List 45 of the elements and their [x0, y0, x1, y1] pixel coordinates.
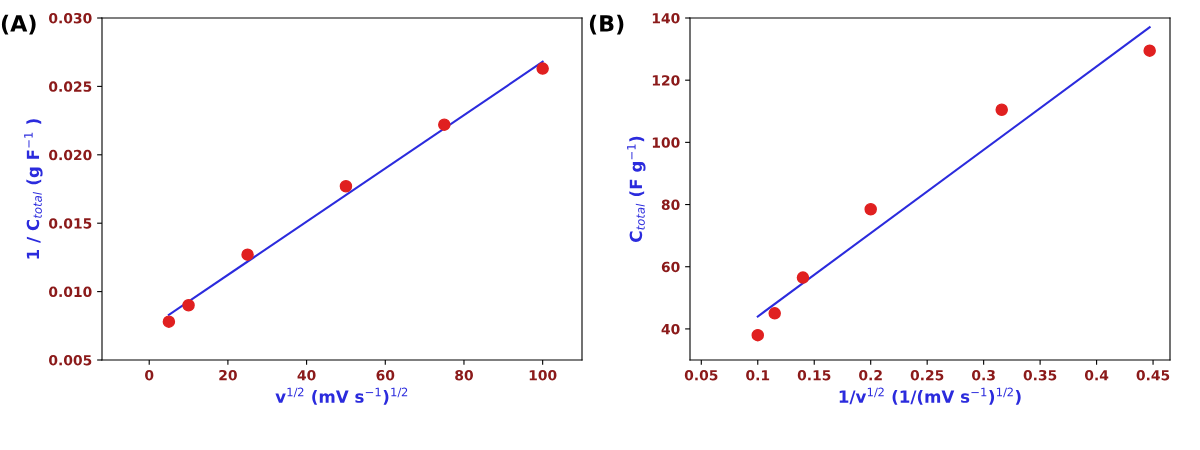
point — [768, 307, 781, 320]
x-tick-label: 0 — [145, 369, 154, 381]
point — [339, 180, 353, 193]
x-axis-title: 1/v$^{1/2}$ (1/(mV s$^{−1}$)$^{1/2}$) — [839, 387, 1021, 405]
point — [162, 315, 176, 328]
x-tick-label: 20 — [219, 369, 237, 381]
x-tick-label: 0.35 — [1023, 369, 1057, 381]
point — [241, 248, 254, 261]
x-tick-label: 0.05 — [684, 369, 718, 381]
y-tick-label: 40 — [661, 323, 680, 335]
x-tick-label: 0.3 — [972, 369, 995, 381]
x-tick-label: 80 — [455, 369, 473, 381]
y-tick-label: 120 — [652, 75, 680, 86]
y-tick-label: 60 — [661, 261, 680, 273]
chart-title: (B) — [589, 14, 624, 35]
y-tick-label: 140 — [652, 12, 680, 24]
point — [864, 202, 877, 216]
chart-title: (A) — [1, 14, 36, 35]
point — [182, 299, 195, 312]
x-axis-title: v$^{1/2}$ (mV s$^{−1}$)$^{1/2}$ — [275, 387, 408, 405]
x-tick-label: 0.45 — [1136, 369, 1170, 381]
point — [1143, 44, 1156, 57]
x-tick-label: 0.15 — [797, 369, 831, 381]
point — [796, 271, 810, 284]
x-tick-label: 40 — [297, 369, 316, 381]
x-tick-label: 0.1 — [746, 369, 770, 381]
y-tick-label: 0.030 — [49, 12, 92, 24]
y-tick-label: 0.005 — [49, 354, 92, 366]
x-tick-label: 0.2 — [859, 369, 882, 381]
point — [751, 328, 765, 342]
x-tick-label: 0.4 — [1084, 369, 1109, 381]
point — [995, 103, 1008, 116]
y-axis-title: C$_{total}$ (F g$^{−1}$) — [627, 136, 646, 242]
y-tick-label: 0.025 — [49, 81, 92, 92]
y-axis-title: 1 / C$_{total}$ (g F$^{−1}$ ) — [24, 119, 43, 259]
y-tick-label: 80 — [661, 199, 680, 211]
y-tick-label: 0.015 — [49, 218, 92, 229]
x-tick-label: 100 — [529, 369, 557, 381]
y-tick-label: 0.020 — [49, 149, 92, 161]
point — [438, 118, 451, 131]
point — [536, 62, 549, 75]
y-tick-label: 100 — [652, 137, 680, 148]
y-tick-label: 0.010 — [49, 286, 92, 298]
x-tick-label: 60 — [376, 369, 395, 381]
x-tick-label: 0.25 — [910, 369, 944, 381]
